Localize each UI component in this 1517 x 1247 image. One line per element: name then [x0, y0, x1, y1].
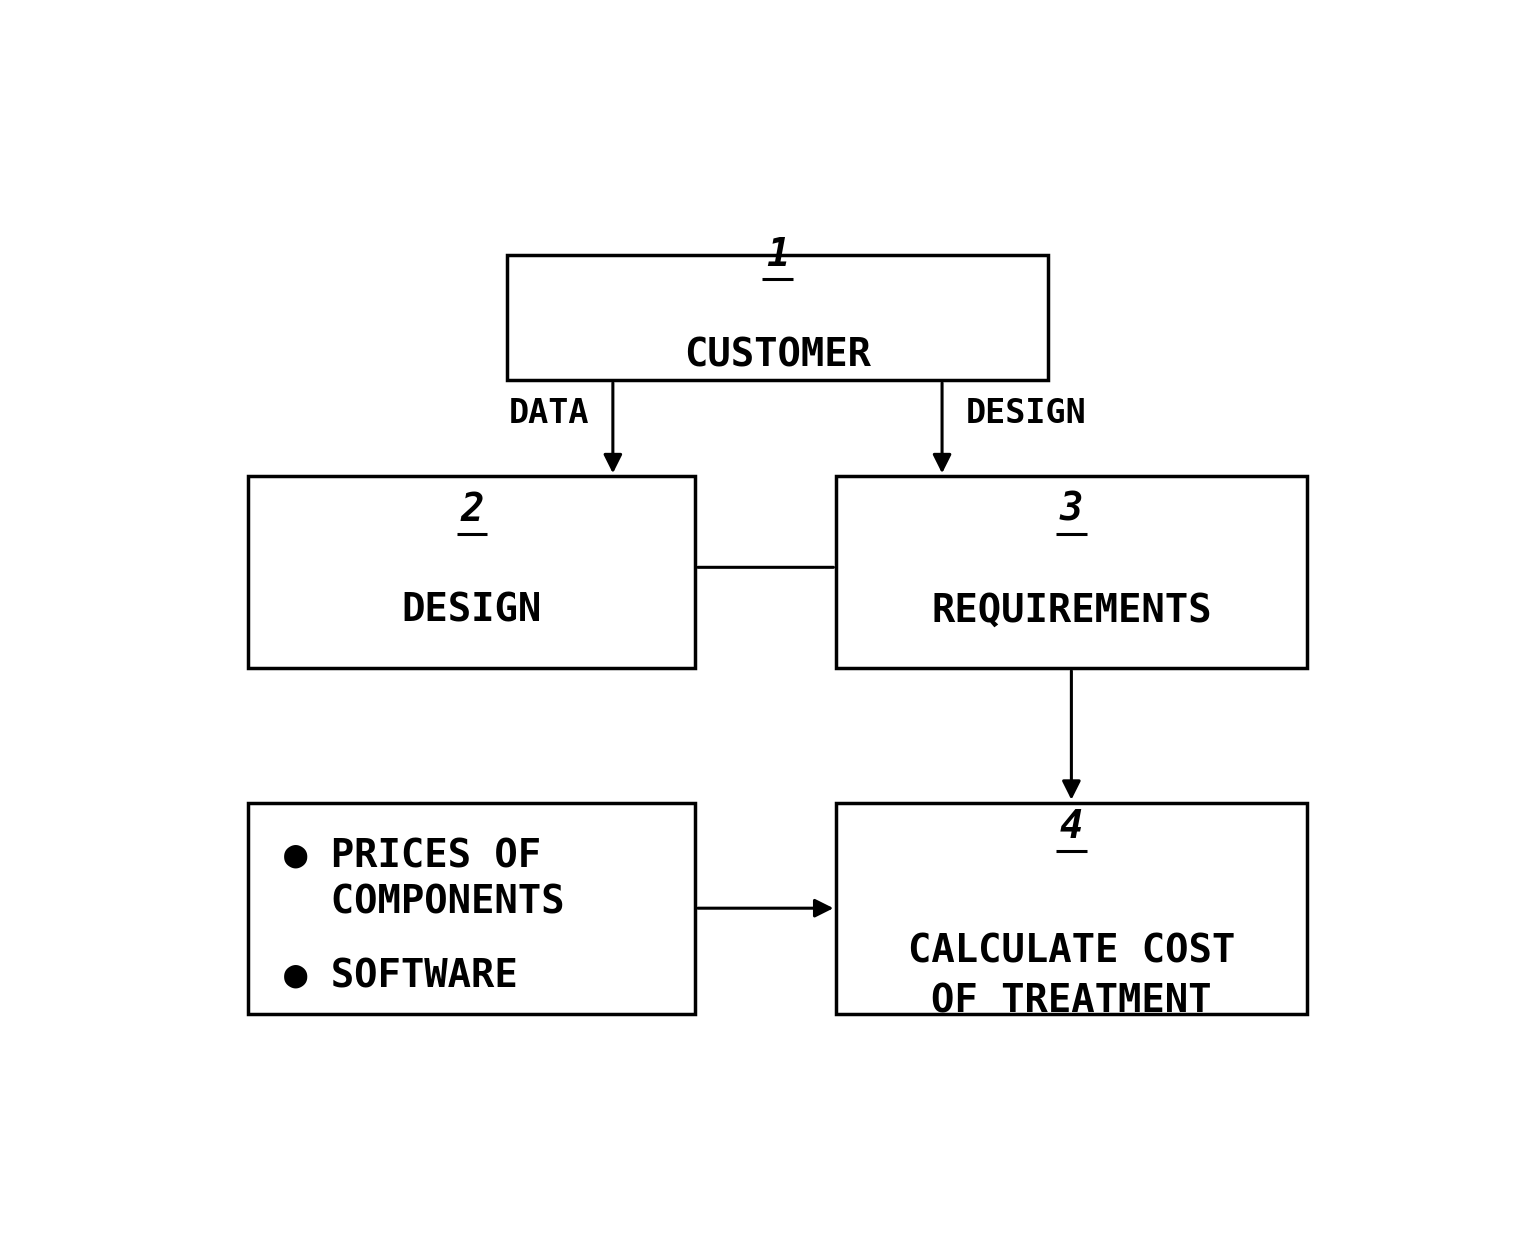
Text: DESIGN: DESIGN — [402, 591, 542, 630]
FancyBboxPatch shape — [836, 803, 1306, 1014]
FancyBboxPatch shape — [507, 256, 1048, 380]
Text: ● SOFTWARE: ● SOFTWARE — [284, 956, 517, 994]
Text: CALCULATE COST
OF TREATMENT: CALCULATE COST OF TREATMENT — [907, 933, 1235, 1020]
FancyBboxPatch shape — [249, 476, 695, 668]
Text: 2: 2 — [460, 491, 484, 529]
Text: 4: 4 — [1060, 808, 1083, 845]
Text: 1: 1 — [766, 237, 789, 274]
FancyBboxPatch shape — [836, 476, 1306, 668]
Text: DESIGN: DESIGN — [965, 398, 1086, 430]
Text: DATA: DATA — [508, 398, 589, 430]
Text: 3: 3 — [1060, 491, 1083, 529]
FancyBboxPatch shape — [249, 803, 695, 1014]
Text: CUSTOMER: CUSTOMER — [684, 337, 871, 375]
Text: REQUIREMENTS: REQUIREMENTS — [931, 591, 1212, 630]
Text: ● PRICES OF
  COMPONENTS: ● PRICES OF COMPONENTS — [284, 837, 564, 922]
